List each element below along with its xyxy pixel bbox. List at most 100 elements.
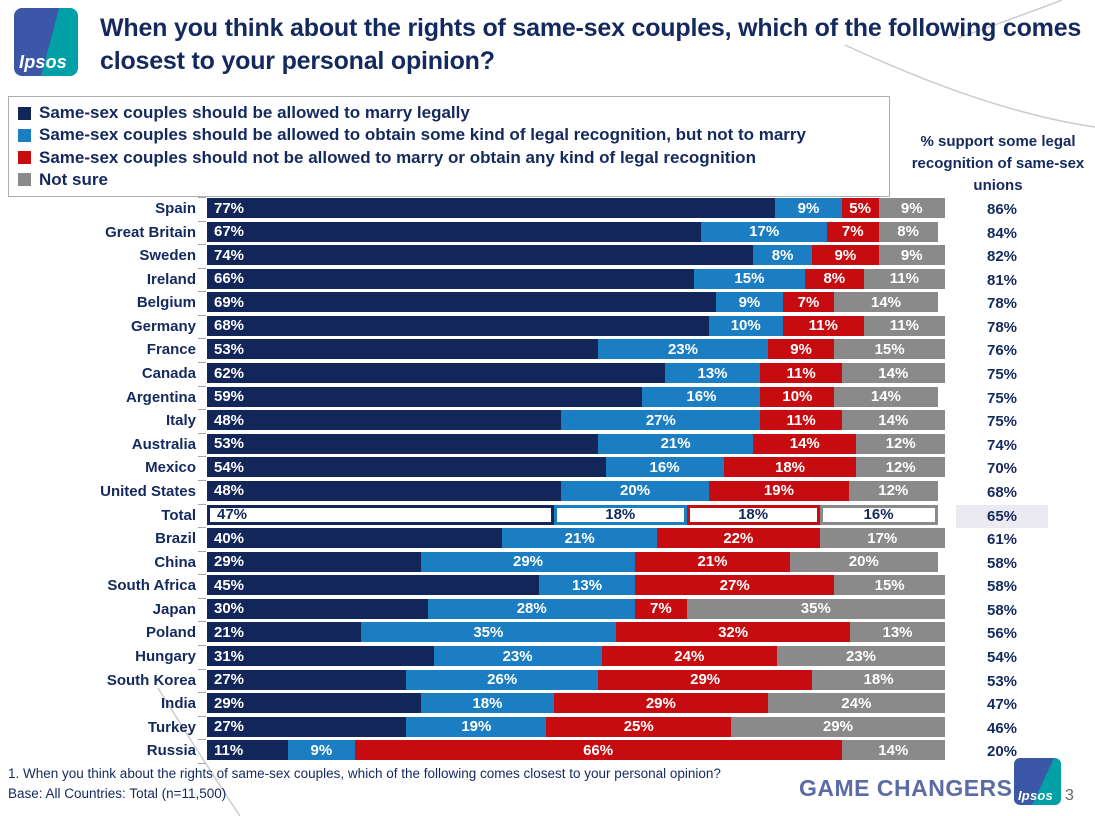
support-value: 58% xyxy=(986,601,1018,619)
bar-segment-recognition: 23% xyxy=(433,646,602,667)
stacked-bar: 77% 9% 5% 9% xyxy=(207,198,945,218)
chart-row-poland: Poland 21% 35% 32% 13% 56% xyxy=(0,621,1095,645)
bar-segment-recognition: 9% xyxy=(288,740,355,761)
bar-segment-marry: 62% xyxy=(207,363,665,384)
legend-swatch-icon xyxy=(18,106,31,120)
bar-segment-recognition: 20% xyxy=(561,480,709,501)
right-column-header: % support some legal recognition of same… xyxy=(911,133,1085,194)
country-label: Turkey xyxy=(147,718,196,736)
country-label: Japan xyxy=(152,600,196,618)
stacked-bar: 62% 13% 11% 14% xyxy=(207,363,945,384)
stacked-bar: 40% 21% 22% 17% xyxy=(207,528,945,549)
bar-segment-recognition: 29% xyxy=(421,551,636,572)
legend-item-recognition: Same-sex couples should be allowed to ob… xyxy=(18,125,880,145)
bar-segment-not-sure: 11% xyxy=(863,315,945,336)
stacked-bar: 68% 10% 11% 11% xyxy=(207,315,945,336)
bar-segment-marry: 29% xyxy=(207,693,422,714)
support-value: 20% xyxy=(986,743,1018,761)
bar-segment-oppose: 9% xyxy=(812,245,879,266)
stacked-bar: 53% 23% 9% 15% xyxy=(207,339,945,360)
bar-segment-oppose: 66% xyxy=(354,740,842,761)
page-title: When you think about the rights of same-… xyxy=(100,14,1082,75)
country-label: Russia xyxy=(146,742,196,760)
country-label: United States xyxy=(100,482,196,500)
bar-segment-not-sure: 11% xyxy=(863,268,945,289)
bar-segment-not-sure: 29% xyxy=(730,716,945,737)
bar-segment-not-sure: 15% xyxy=(834,575,945,596)
support-value: 76% xyxy=(986,342,1018,360)
country-label: Great Britain xyxy=(105,223,196,241)
bar-segment-oppose: 7% xyxy=(635,598,687,619)
legend-item-marry: Same-sex couples should be allowed to ma… xyxy=(18,103,880,123)
chart-row-spain: Spain 77% 9% 5% 9% 86% xyxy=(0,197,1095,221)
bar-segment-not-sure: 12% xyxy=(849,480,938,501)
bar-segment-marry: 53% xyxy=(207,339,599,360)
bar-segment-oppose: 21% xyxy=(635,551,790,572)
bar-segment-oppose: 32% xyxy=(616,622,851,643)
bar-segment-not-sure: 12% xyxy=(856,433,945,454)
country-label: Mexico xyxy=(145,459,196,477)
support-value: 81% xyxy=(986,271,1018,289)
axis-tick xyxy=(198,597,206,599)
support-value: 82% xyxy=(986,248,1018,266)
legend-swatch-icon xyxy=(18,173,31,187)
axis-tick xyxy=(198,645,206,647)
axis-tick xyxy=(198,739,206,741)
bar-segment-marry: 67% xyxy=(207,221,702,242)
bar-segment-oppose: 14% xyxy=(753,433,857,454)
stacked-bar: 48% 27% 11% 14% xyxy=(207,410,945,431)
bar-segment-marry: 53% xyxy=(207,433,599,454)
bar-segment-not-sure: 23% xyxy=(776,646,945,667)
stacked-bar: 47% 18% 18% 16% xyxy=(207,504,945,525)
legend-label: Same-sex couples should not be allowed t… xyxy=(39,147,756,167)
bar-segment-marry: 68% xyxy=(207,315,709,336)
stacked-bar: 11% 9% 66% 14% xyxy=(207,740,945,761)
support-value: 74% xyxy=(986,436,1018,454)
chart-row-mexico: Mexico 54% 16% 18% 12% 70% xyxy=(0,456,1095,480)
stacked-bar: 45% 13% 27% 15% xyxy=(207,575,945,596)
support-value: 58% xyxy=(986,554,1018,572)
page-number: 3 xyxy=(1065,787,1074,804)
bar-segment-marry: 30% xyxy=(207,598,429,619)
bar-segment-recognition: 19% xyxy=(406,716,547,737)
bar-segment-recognition: 8% xyxy=(753,245,813,266)
bar-segment-not-sure: 14% xyxy=(841,410,945,431)
support-value: 56% xyxy=(986,625,1018,643)
bar-segment-recognition: 18% xyxy=(553,504,687,525)
axis-tick xyxy=(198,385,206,387)
bar-segment-oppose: 11% xyxy=(760,410,842,431)
support-value: 58% xyxy=(986,578,1018,596)
stacked-bar: 29% 29% 21% 20% xyxy=(207,551,945,572)
country-label: Argentina xyxy=(125,388,196,406)
stacked-bar-chart: Spain 77% 9% 5% 9% 86% Great Britain 67% 17% 7% 8%… xyxy=(0,197,1095,767)
bar-segment-recognition: 9% xyxy=(775,198,842,218)
bar-segment-oppose: 29% xyxy=(553,693,768,714)
bar-segment-marry: 40% xyxy=(207,528,503,549)
stacked-bar: 67% 17% 7% 8% xyxy=(207,221,945,242)
chart-row-china: China 29% 29% 21% 20% 58% xyxy=(0,550,1095,575)
bar-segment-not-sure: 8% xyxy=(878,221,938,242)
bar-segment-oppose: 19% xyxy=(708,480,850,501)
support-value: 70% xyxy=(986,460,1018,478)
bar-segment-marry: 69% xyxy=(207,292,717,313)
bar-segment-recognition: 21% xyxy=(502,528,658,549)
chart-row-total: Total 47% 18% 18% 16% 65% xyxy=(0,503,1095,528)
stacked-bar: 27% 26% 29% 18% xyxy=(207,669,945,690)
stacked-bar: 27% 19% 25% 29% xyxy=(207,716,945,737)
bar-segment-not-sure: 13% xyxy=(850,622,945,643)
legend-item-oppose: Same-sex couples should not be allowed t… xyxy=(18,148,880,168)
axis-tick xyxy=(198,314,206,316)
bar-segment-recognition: 10% xyxy=(708,315,783,336)
chart-row-belgium: Belgium 69% 9% 7% 14% 78% xyxy=(0,291,1095,315)
footnote-base: Base: All Countries: Total (n=11,500) xyxy=(8,786,227,801)
country-label: Belgium xyxy=(136,294,196,312)
bar-segment-not-sure: 14% xyxy=(834,386,938,407)
stacked-bar: 21% 35% 32% 13% xyxy=(207,622,945,643)
axis-tick xyxy=(198,479,206,481)
country-label: South Africa xyxy=(107,577,196,595)
bar-segment-marry: 47% xyxy=(207,504,554,525)
bar-segment-oppose: 24% xyxy=(601,646,777,667)
legend-label: Same-sex couples should be allowed to ma… xyxy=(39,103,470,123)
support-value: 61% xyxy=(986,531,1018,549)
country-label: Sweden xyxy=(139,247,196,265)
